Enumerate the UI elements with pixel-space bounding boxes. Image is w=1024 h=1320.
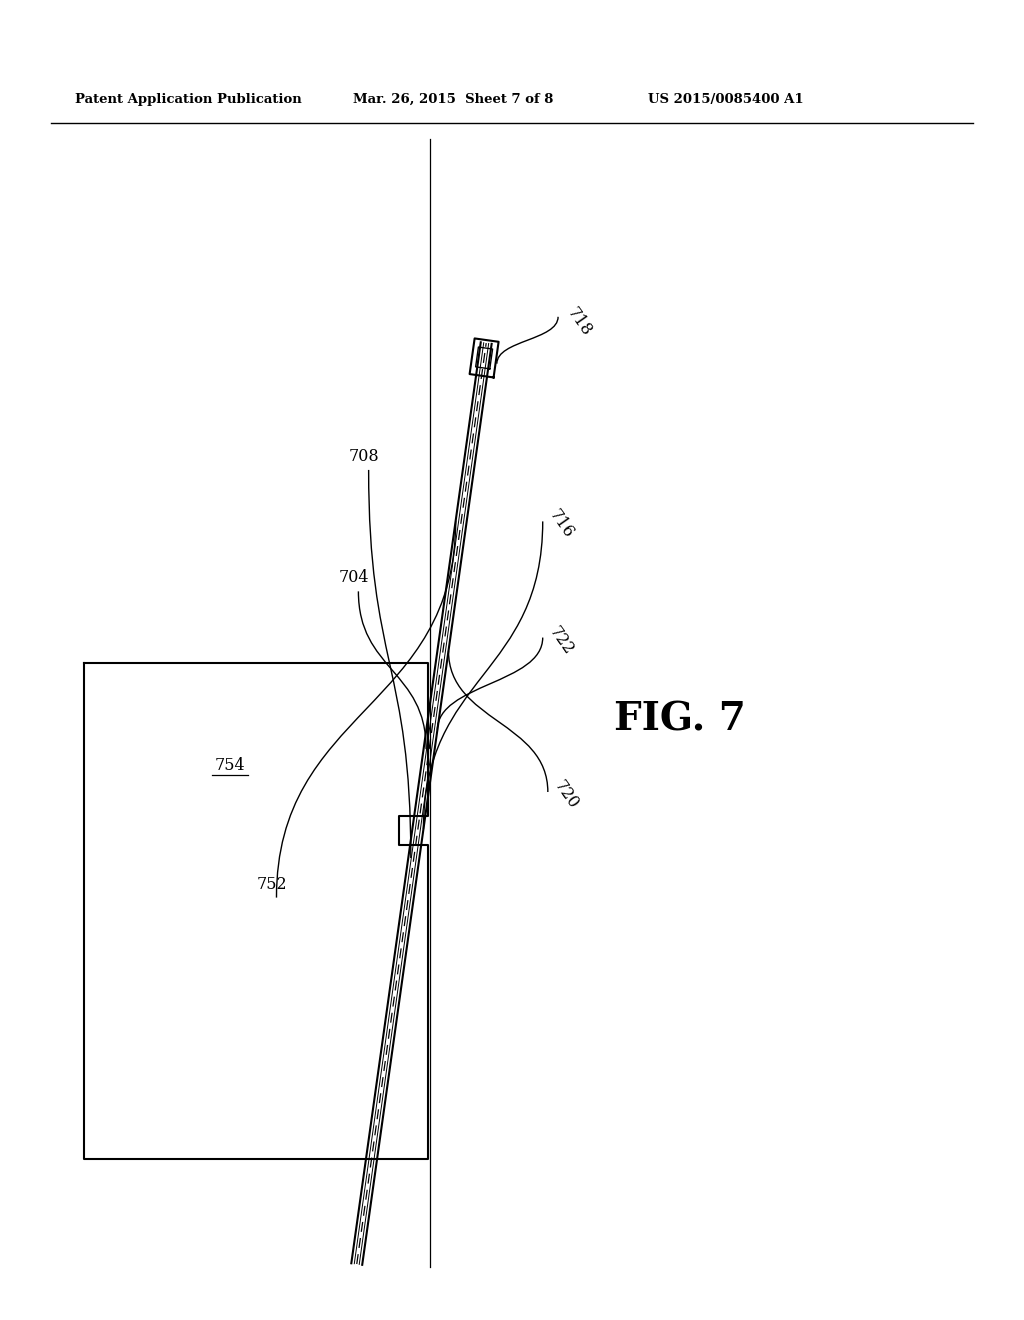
Text: Patent Application Publication: Patent Application Publication — [75, 92, 301, 106]
Text: 720: 720 — [551, 777, 583, 812]
Text: 718: 718 — [563, 305, 595, 339]
Text: 754: 754 — [215, 758, 246, 774]
Text: 716: 716 — [546, 507, 578, 543]
Text: 704: 704 — [338, 569, 369, 586]
Text: 752: 752 — [256, 875, 287, 892]
Text: 722: 722 — [546, 623, 578, 657]
Text: Mar. 26, 2015  Sheet 7 of 8: Mar. 26, 2015 Sheet 7 of 8 — [353, 92, 554, 106]
Text: 708: 708 — [348, 447, 379, 465]
Text: FIG. 7: FIG. 7 — [614, 701, 746, 738]
Text: US 2015/0085400 A1: US 2015/0085400 A1 — [648, 92, 804, 106]
